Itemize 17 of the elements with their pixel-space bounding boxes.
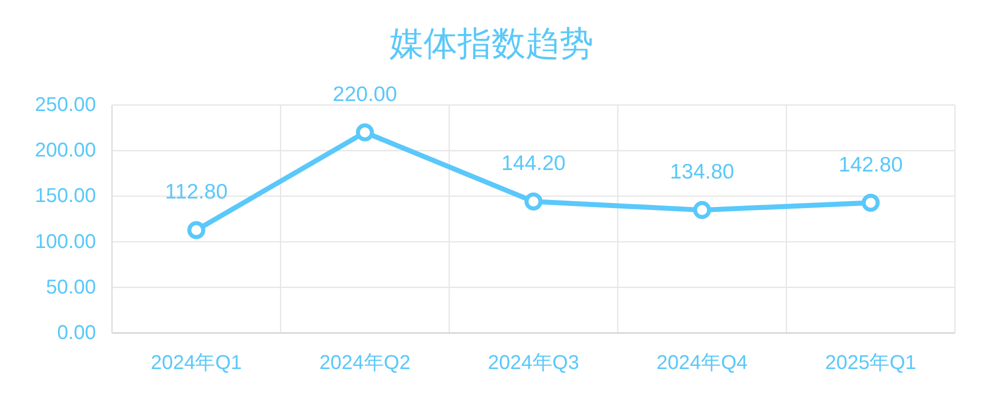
x-tick-label: 2024年Q2 [319,352,410,374]
y-tick-label: 100.00 [34,230,96,253]
y-tick-label: 0.00 [57,322,96,344]
x-tick-label: 2024年Q4 [656,352,748,374]
y-tick-label: 250.00 [34,94,96,116]
value-label: 134.80 [670,160,734,184]
title: 媒体指数趋势 [390,25,594,63]
x-tick-label: 2024年Q1 [150,352,242,374]
y-tick-label: 150.00 [34,185,96,208]
value-label: 220.00 [332,82,398,106]
x-tick-label: 2024年Q3 [488,352,580,374]
y-tick-label: 200.00 [34,140,96,162]
value-label: 142.80 [838,153,903,176]
y-tick-label: 50.00 [46,276,96,298]
value-label: 144.20 [501,152,566,175]
x-tick-label: 2025年Q1 [825,352,916,374]
value-label: 112.80 [164,180,228,204]
